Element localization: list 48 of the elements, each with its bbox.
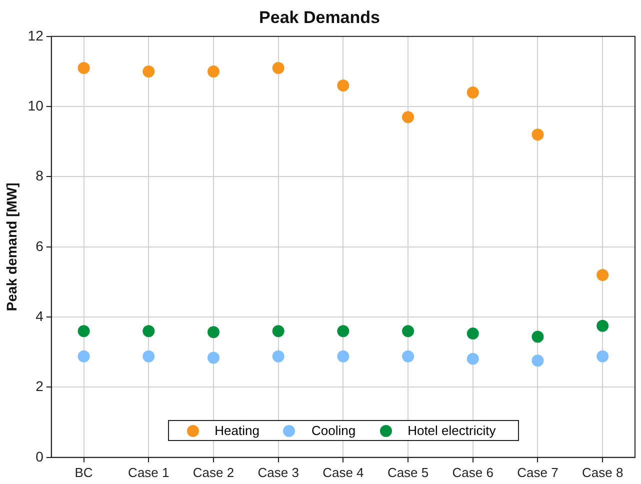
- point: [142, 65, 155, 78]
- legend-label: Heating: [214, 423, 260, 438]
- legend-label: Cooling: [311, 423, 356, 438]
- x-tick-label: Case 2: [192, 464, 234, 480]
- x-tick-label: Case 3: [258, 464, 299, 480]
- point: [402, 350, 414, 362]
- x-tick-label: Case 8: [582, 464, 624, 480]
- y-tick-label: 0: [36, 448, 44, 464]
- point: [272, 62, 284, 74]
- y-axis-title: Peak demand [MW]: [3, 182, 20, 312]
- y-tick-label: 10: [28, 97, 44, 114]
- point: [596, 268, 609, 281]
- point: [78, 325, 90, 338]
- x-tick-label: BC: [74, 464, 93, 480]
- legend-label: Hotel electricity: [408, 423, 496, 438]
- point: [78, 350, 90, 362]
- point: [207, 326, 220, 338]
- point: [402, 111, 414, 124]
- x-tick-label: Case 1: [128, 464, 170, 480]
- point: [337, 80, 350, 92]
- point: [466, 328, 479, 340]
- point: [272, 325, 284, 338]
- x-tick-label: Case 6: [452, 464, 494, 480]
- point: [402, 325, 414, 338]
- x-tick-label: Case 5: [387, 464, 429, 480]
- point: [207, 65, 220, 78]
- y-tick-label: 4: [36, 308, 44, 324]
- y-tick-label: 12: [28, 27, 44, 44]
- point: [596, 350, 609, 362]
- y-tick-label: 2: [36, 378, 44, 394]
- point: [337, 325, 350, 338]
- point: [532, 354, 544, 367]
- point: [466, 86, 479, 99]
- x-tick-label: Case 7: [517, 464, 558, 480]
- x-tick-label: Case 4: [322, 464, 364, 480]
- point: [207, 352, 220, 364]
- chart-title: Peak Demands: [259, 8, 380, 27]
- point: [78, 62, 90, 74]
- point: [272, 350, 284, 362]
- y-tick-label: 6: [36, 238, 44, 254]
- point: [142, 350, 155, 362]
- point: [337, 350, 350, 362]
- point: [596, 320, 609, 332]
- point: [532, 330, 544, 343]
- point: [142, 325, 155, 338]
- point: [466, 352, 479, 365]
- point: [532, 128, 544, 141]
- y-tick-label: 8: [36, 168, 44, 184]
